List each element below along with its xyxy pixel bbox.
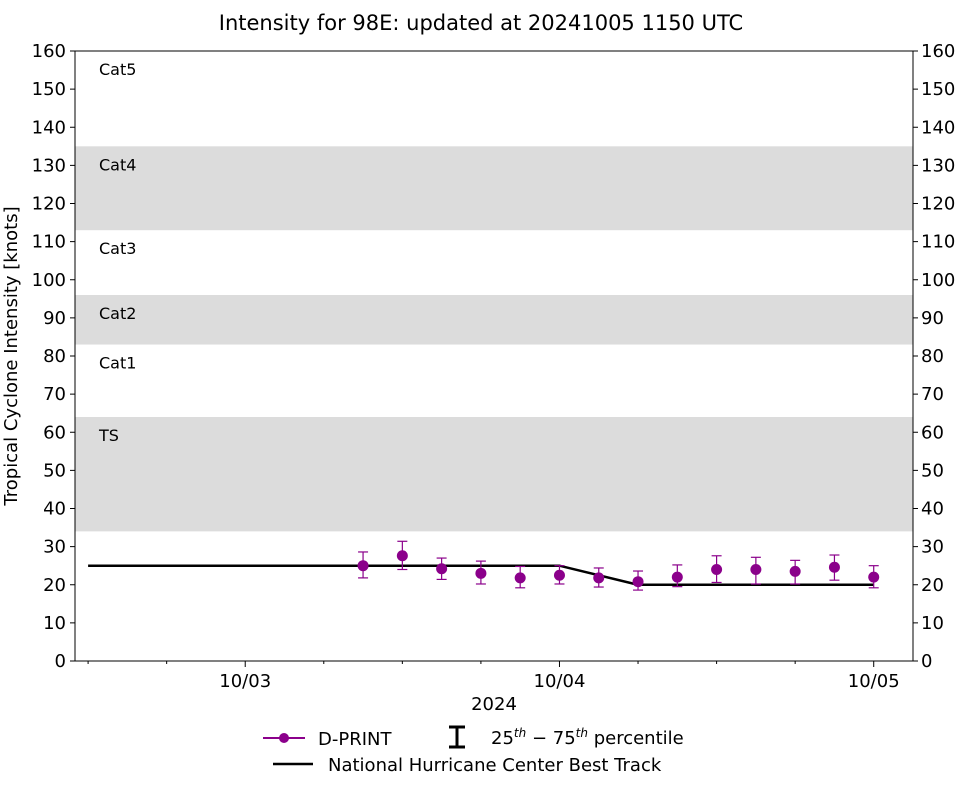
y-tick-label-left: 90 — [43, 308, 66, 329]
y-tick-label-left: 60 — [43, 422, 66, 443]
dprint-point — [553, 565, 565, 585]
band-label-cat3: Cat3 — [99, 239, 136, 258]
legend-dprint-marker — [279, 733, 289, 743]
series-layer — [88, 540, 880, 591]
dprint-point — [475, 560, 487, 585]
y-tick-label-right: 130 — [921, 155, 955, 176]
dprint-marker — [671, 571, 683, 583]
band-label-cat4: Cat4 — [99, 155, 136, 174]
y-tick-label-right: 60 — [921, 422, 944, 443]
band-label-cat5: Cat5 — [99, 60, 136, 79]
y-tick-label-right: 70 — [921, 384, 944, 405]
dprint-point — [868, 565, 880, 589]
dprint-marker — [711, 564, 723, 575]
band-cat4 — [75, 146, 913, 231]
legend-percentile-label: 25th − 75th percentile — [491, 726, 684, 749]
y-tick-label-right: 20 — [921, 575, 944, 596]
band-label-cat1: Cat1 — [99, 354, 136, 373]
dprint-marker — [632, 576, 644, 588]
dprint-point — [357, 551, 369, 579]
y-tick-label-right: 140 — [921, 117, 955, 138]
y-tick-label-right: 30 — [921, 537, 944, 558]
dprint-marker — [396, 550, 408, 562]
y-tick-label-left: 150 — [32, 79, 66, 100]
x-tick-label: 10/03 — [219, 671, 271, 692]
dprint-marker — [514, 572, 526, 584]
dprint-marker — [828, 561, 840, 573]
dprint-point — [632, 570, 644, 591]
y-tick-label-right: 100 — [921, 270, 955, 291]
y-tick-label-right: 150 — [921, 79, 955, 100]
y-axis-left: 0 10 20 30 40 50 60 70 80 90 100 110 120 130 140 150 160 — [32, 41, 75, 672]
dprint-marker — [789, 565, 801, 577]
y-tick-label-left: 40 — [43, 499, 66, 520]
y-tick-label-right: 160 — [921, 41, 955, 62]
dprint-marker — [436, 563, 448, 575]
x-tick-label: 10/05 — [848, 671, 900, 692]
y-tick-label-right: 40 — [921, 499, 944, 520]
y-tick-label-right: 10 — [921, 613, 944, 634]
dprint-marker — [357, 560, 369, 572]
y-tick-label-right: 80 — [921, 346, 944, 367]
x-axis-label: 2024 — [471, 694, 517, 715]
y-tick-label-right: 90 — [921, 308, 944, 329]
dprint-point — [396, 540, 408, 571]
category-band-labels: TS Cat1 Cat2 Cat3 Cat4 Cat5 — [98, 60, 136, 445]
dprint-marker — [750, 564, 762, 575]
dprint-point — [789, 559, 801, 585]
legend: D-PRINT 25th − 75th percentile National … — [263, 725, 684, 776]
dprint-point — [514, 565, 526, 589]
x-axis: 10/03 10/04 10/05 — [87, 661, 900, 692]
band-label-ts: TS — [98, 426, 119, 445]
dprint-point — [711, 555, 723, 584]
legend-percentile-icon — [449, 725, 465, 749]
dprint-point — [436, 557, 448, 581]
legend-best-track-label: National Hurricane Center Best Track — [328, 755, 662, 776]
y-tick-label-left: 100 — [32, 270, 66, 291]
band-ts — [75, 417, 913, 532]
y-tick-label-right: 120 — [921, 194, 955, 215]
y-tick-label-left: 110 — [32, 232, 66, 253]
y-tick-label-left: 30 — [43, 537, 66, 558]
y-tick-label-right: 50 — [921, 460, 944, 481]
y-tick-label-left: 140 — [32, 117, 66, 138]
dprint-point — [828, 554, 840, 581]
y-axis-right: 0 10 20 30 40 50 60 70 80 90 100 110 120 130 140 150 160 — [913, 41, 955, 672]
category-bands — [75, 146, 913, 532]
y-tick-label-left: 10 — [43, 613, 66, 634]
y-axis-label: Tropical Cyclone Intensity [knots] — [1, 206, 22, 506]
dprint-marker — [475, 567, 487, 579]
y-tick-label-left: 50 — [43, 460, 66, 481]
y-tick-label-left: 20 — [43, 575, 66, 596]
legend-dprint-label: D-PRINT — [318, 729, 392, 750]
y-tick-label-left: 0 — [55, 651, 66, 672]
y-tick-label-right: 0 — [921, 651, 932, 672]
band-label-cat2: Cat2 — [99, 304, 136, 323]
y-tick-label-left: 160 — [32, 41, 66, 62]
y-tick-label-left: 120 — [32, 194, 66, 215]
dprint-point — [750, 556, 762, 585]
band-cat2 — [75, 295, 913, 345]
y-tick-label-left: 70 — [43, 384, 66, 405]
y-tick-label-left: 80 — [43, 346, 66, 367]
dprint-point — [671, 564, 683, 588]
dprint-marker — [593, 572, 605, 584]
y-tick-label-right: 110 — [921, 232, 955, 253]
plot-frame — [74, 50, 914, 662]
dprint-marker — [868, 571, 880, 583]
y-tick-label-left: 130 — [32, 155, 66, 176]
dprint-marker — [553, 569, 565, 581]
dprint-point — [593, 567, 605, 588]
chart-title: Intensity for 98E: updated at 20241005 1… — [219, 11, 743, 35]
x-tick-label: 10/04 — [534, 671, 586, 692]
